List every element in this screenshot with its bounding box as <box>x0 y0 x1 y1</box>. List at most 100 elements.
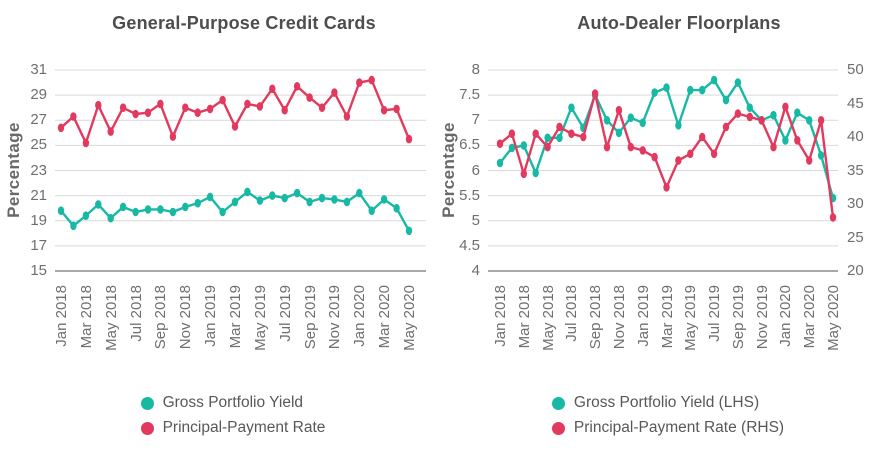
data-point <box>331 195 338 204</box>
data-point <box>393 104 400 114</box>
data-point <box>132 109 139 119</box>
data-point <box>119 202 127 212</box>
legend-label: Principal-Payment Rate (RHS) <box>573 419 785 436</box>
x-axis-tick: Mar 2019 <box>227 285 244 349</box>
data-point <box>746 112 753 122</box>
y-axis-tick-left: 21 <box>30 186 47 204</box>
data-point <box>603 142 611 152</box>
data-point <box>734 109 742 118</box>
x-axis-tick: Mar 2019 <box>658 285 676 349</box>
data-point <box>651 88 658 97</box>
x-axis-tick: Sep 2018 <box>587 285 605 350</box>
y-axis-tick-right: 35 <box>847 161 864 179</box>
y-axis-tick-left: 4.5 <box>459 236 480 254</box>
data-point <box>627 142 634 152</box>
data-point <box>758 116 765 125</box>
data-point <box>829 213 837 222</box>
legend-marker-gross-portfolio-yield-lhs <box>551 396 565 410</box>
data-point <box>70 112 77 121</box>
y-axis-tick-right: 40 <box>847 128 864 145</box>
data-point <box>405 226 413 236</box>
y-axis-tick-left: 31 <box>30 61 47 78</box>
x-axis-tick: Jul 2018 <box>127 285 145 342</box>
data-point <box>368 206 375 215</box>
data-point <box>306 197 313 207</box>
x-axis-tick: Nov 2018 <box>177 285 195 350</box>
data-point <box>157 99 164 109</box>
data-point <box>206 192 214 202</box>
data-point <box>318 193 326 203</box>
data-point <box>244 99 251 109</box>
data-point <box>356 78 363 87</box>
data-point <box>82 211 90 220</box>
y-axis-tick-left: 6 <box>471 161 480 179</box>
data-point <box>675 156 682 165</box>
y-axis-tick-left: 19 <box>30 211 47 229</box>
data-point <box>194 108 201 117</box>
x-axis-tick: Sep 2019 <box>301 285 319 350</box>
data-point <box>603 116 611 125</box>
y-axis-tick-left: 5.5 <box>459 186 480 204</box>
x-axis-tick: Jul 2019 <box>276 285 294 342</box>
data-point <box>57 206 65 215</box>
data-point <box>556 122 563 132</box>
y-axis-tick-left: 6.5 <box>459 136 480 154</box>
data-point <box>57 123 65 133</box>
data-point <box>639 118 646 128</box>
chart-plot <box>488 69 838 272</box>
data-point <box>343 112 351 121</box>
data-point <box>380 195 388 204</box>
data-point <box>591 89 599 98</box>
data-point <box>169 132 177 141</box>
data-point <box>281 193 288 203</box>
data-point <box>95 200 102 209</box>
plot-area: 8 7.5 7 6.5 6 5.5 5 4.5 4 50 45 40 35 30 25 20 Jan 2018 M… <box>435 0 870 453</box>
legend-item: Principal-Payment Rate <box>140 419 326 437</box>
data-point <box>182 103 189 112</box>
data-point <box>95 100 102 110</box>
y-axis-tick-right: 25 <box>847 228 864 246</box>
data-point <box>544 133 551 143</box>
y-axis-tick-left: 17 <box>30 236 47 254</box>
legend: Gross Portfolio Yield (LHS) Principal-Pa… <box>490 394 846 437</box>
x-axis-tick: May 2020 <box>825 285 842 351</box>
legend-label: Gross Portfolio Yield <box>162 394 304 411</box>
data-point <box>281 105 288 115</box>
data-point <box>144 205 152 214</box>
data-point <box>639 146 646 155</box>
data-point <box>794 108 801 117</box>
x-axis-tick: Mar 2020 <box>801 285 819 349</box>
x-axis-tick: May 2020 <box>401 285 418 351</box>
data-point <box>627 113 634 122</box>
x-axis-tick: Jan 2019 <box>634 285 652 347</box>
data-point <box>107 213 114 223</box>
legend-marker-principal-payment-rate <box>140 421 154 435</box>
legend-item: Gross Portfolio Yield (LHS) <box>551 394 759 412</box>
x-axis-tick: Sep 2019 <box>729 285 747 350</box>
data-point <box>269 84 276 94</box>
data-point <box>722 95 730 105</box>
data-point <box>508 143 516 153</box>
data-point <box>663 83 670 92</box>
data-point <box>157 205 164 214</box>
data-point <box>119 103 127 112</box>
x-axis-tick: Jan 2020 <box>351 285 369 347</box>
data-point <box>231 197 239 207</box>
y-axis-tick-right: 50 <box>847 61 864 78</box>
legend-label: Principal-Payment Rate <box>162 419 326 436</box>
legend-marker-gross-portfolio-yield <box>140 396 154 410</box>
chart-panel-auto-dealer-floorplans: Auto-Dealer Floorplans Percentage 8 7.5 7 6… <box>435 0 870 453</box>
x-axis-tick: Mar 2018 <box>77 285 95 349</box>
data-point <box>770 142 777 152</box>
data-point <box>318 103 326 112</box>
data-point <box>293 82 301 91</box>
data-point <box>710 149 718 159</box>
data-point <box>580 132 587 142</box>
data-point <box>520 169 527 179</box>
data-point <box>508 129 516 138</box>
data-point <box>393 203 400 213</box>
data-point <box>244 187 251 197</box>
data-point <box>82 138 90 148</box>
data-point <box>782 102 789 112</box>
